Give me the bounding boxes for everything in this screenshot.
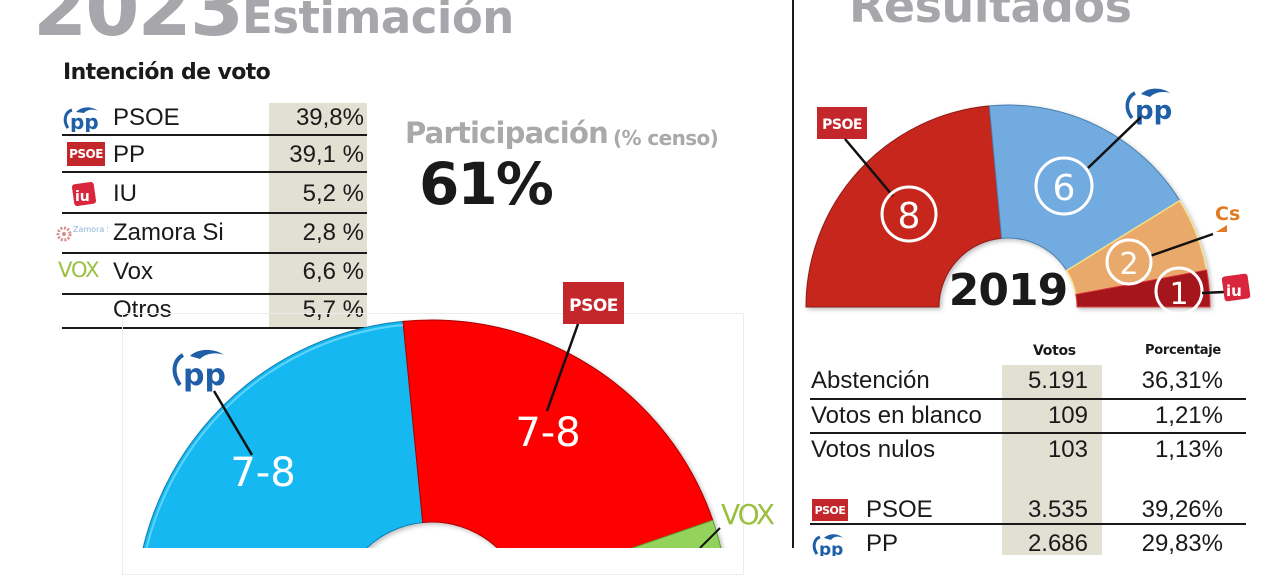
porcentaje-column-header: Porcentaje	[1145, 343, 1221, 358]
iu-logo-icon: iu	[1221, 273, 1251, 302]
participacion-value: 61%	[419, 150, 554, 218]
year-2019-label: 2019	[949, 265, 1067, 316]
row-divider	[62, 212, 367, 214]
votos-value: 5.191	[1027, 367, 1088, 394]
row-label: Abstención	[811, 367, 930, 394]
row-divider	[810, 523, 1246, 525]
participacion-sublabel: (% censo)	[613, 126, 719, 150]
pp-logo-icon: pp	[172, 349, 226, 393]
party-value: 5,7 %	[302, 296, 364, 323]
table-row: iu IU 5,2 %	[62, 176, 367, 212]
party-value: 5,2 %	[302, 180, 364, 207]
votos-column-header: Votos	[1033, 343, 1076, 359]
psoe-badge-text: PSOE	[822, 117, 862, 133]
party-label: IU	[113, 180, 137, 207]
zamora-si-logo-text: Zamora Si	[73, 225, 108, 234]
row-label: Votos nulos	[811, 436, 936, 463]
title-dot: .	[214, 0, 231, 43]
pp-seats-label: 7-8	[230, 450, 295, 496]
row-label: PP	[866, 530, 899, 557]
svg-text:iu: iu	[1226, 282, 1242, 300]
table-row: Votos nulos 103 1,13%	[810, 434, 1246, 468]
psoe-badge-text: PSOE	[569, 296, 618, 316]
votos-value: 3.535	[1027, 496, 1088, 523]
table-row: Votos en blanco 109 1,21%	[810, 400, 1246, 434]
intencion-de-voto-heading: Intención de voto	[63, 60, 271, 85]
party-value: 6,6 %	[302, 258, 364, 285]
party-value: 39,1 %	[289, 141, 364, 168]
votos-value: 109	[1047, 402, 1088, 429]
party-value: 2,8 %	[302, 219, 364, 246]
party-value: 39,8%	[295, 104, 364, 131]
cs-seats-label: 2	[1119, 247, 1138, 282]
pp-slice	[142, 320, 424, 548]
estimacion-year: 2023	[33, 0, 244, 54]
iu-logo-icon: iu	[71, 182, 97, 207]
porcentaje-value: 29,83%	[1141, 530, 1223, 557]
psoe-slice	[402, 319, 714, 548]
votos-value: 103	[1047, 436, 1088, 463]
svg-text:pp: pp	[819, 540, 843, 556]
table-row: PSOE PSOE 3.535 39,26%	[810, 494, 1246, 528]
cs-logo-icon: Cs	[1215, 203, 1240, 225]
table-row: PSOE PP 39,1 %	[62, 137, 367, 173]
votos-value: 2.686	[1027, 530, 1088, 557]
section-divider	[792, 0, 794, 548]
party-label: PSOE	[113, 104, 180, 131]
row-divider	[62, 134, 367, 136]
psoe-logo-icon	[563, 282, 624, 324]
table-row: pp PP 2.686 29,83%	[810, 528, 1246, 562]
psoe-seats-label: 7-8	[515, 410, 580, 456]
psoe-logo-icon: PSOE	[67, 142, 105, 166]
vox-logo-icon: VOX	[721, 498, 775, 531]
table-row: Abstención 5.191 36,31%	[810, 365, 1246, 399]
porcentaje-value: 1,13%	[1154, 436, 1223, 463]
row-divider	[810, 398, 1246, 400]
pp-logo-icon: pp	[63, 107, 99, 132]
table-row: VOX Vox 6,6 %	[58, 254, 367, 290]
porcentaje-value: 1,21%	[1154, 402, 1223, 429]
pp-logo-icon: pp	[812, 534, 843, 556]
porcentaje-value: 39,26%	[1141, 496, 1223, 523]
row-divider	[62, 252, 367, 254]
svg-text:pp: pp	[1135, 96, 1172, 126]
table-row: Zamora Si Zamora Si 2,8 %	[56, 215, 367, 251]
porcentaje-value: 36,31%	[1141, 367, 1223, 394]
pp-seats-label: 6	[1053, 168, 1076, 209]
row-label: PSOE	[866, 496, 933, 523]
svg-text:pp: pp	[70, 110, 99, 132]
cs-logo-triangle	[1216, 225, 1227, 232]
row-label: Votos en blanco	[811, 402, 982, 429]
psoe-logo-icon	[817, 107, 867, 139]
party-label: PP	[113, 141, 146, 168]
row-divider	[810, 432, 1246, 434]
vox-logo-icon: VOX	[58, 258, 100, 282]
psoe-logo-icon: PSOE	[812, 499, 848, 521]
party-label: Vox	[113, 258, 154, 285]
psoe-seats-label: 8	[898, 196, 921, 237]
svg-text:iu: iu	[75, 189, 90, 205]
zamora-si-logo-icon: Zamora Si	[56, 225, 108, 242]
estimacion-title: Estimación	[242, 0, 514, 44]
resultados-seat-chart: 2019 PSOE 8 pp 6 Cs 2 1 iu	[805, 88, 1251, 316]
party-label: Zamora Si	[113, 219, 224, 246]
resultados-title: Resultados	[849, 0, 1132, 33]
estimacion-seat-chart: pp 7-8 PSOE 7-8 VOX	[142, 282, 777, 548]
svg-text:pp: pp	[183, 358, 226, 393]
row-divider	[62, 293, 367, 295]
value-column-shade	[269, 103, 367, 327]
pp-logo-icon: pp	[1125, 88, 1172, 126]
table-row: pp PSOE 39,8%	[62, 100, 367, 136]
psoe-slice	[805, 105, 1003, 308]
participacion-label: Participación	[405, 116, 609, 150]
row-divider	[62, 327, 367, 329]
row-divider	[62, 171, 367, 173]
vox-slice	[630, 519, 722, 548]
iu-slice	[1075, 269, 1211, 308]
iu-seats-label: 1	[1169, 277, 1188, 312]
